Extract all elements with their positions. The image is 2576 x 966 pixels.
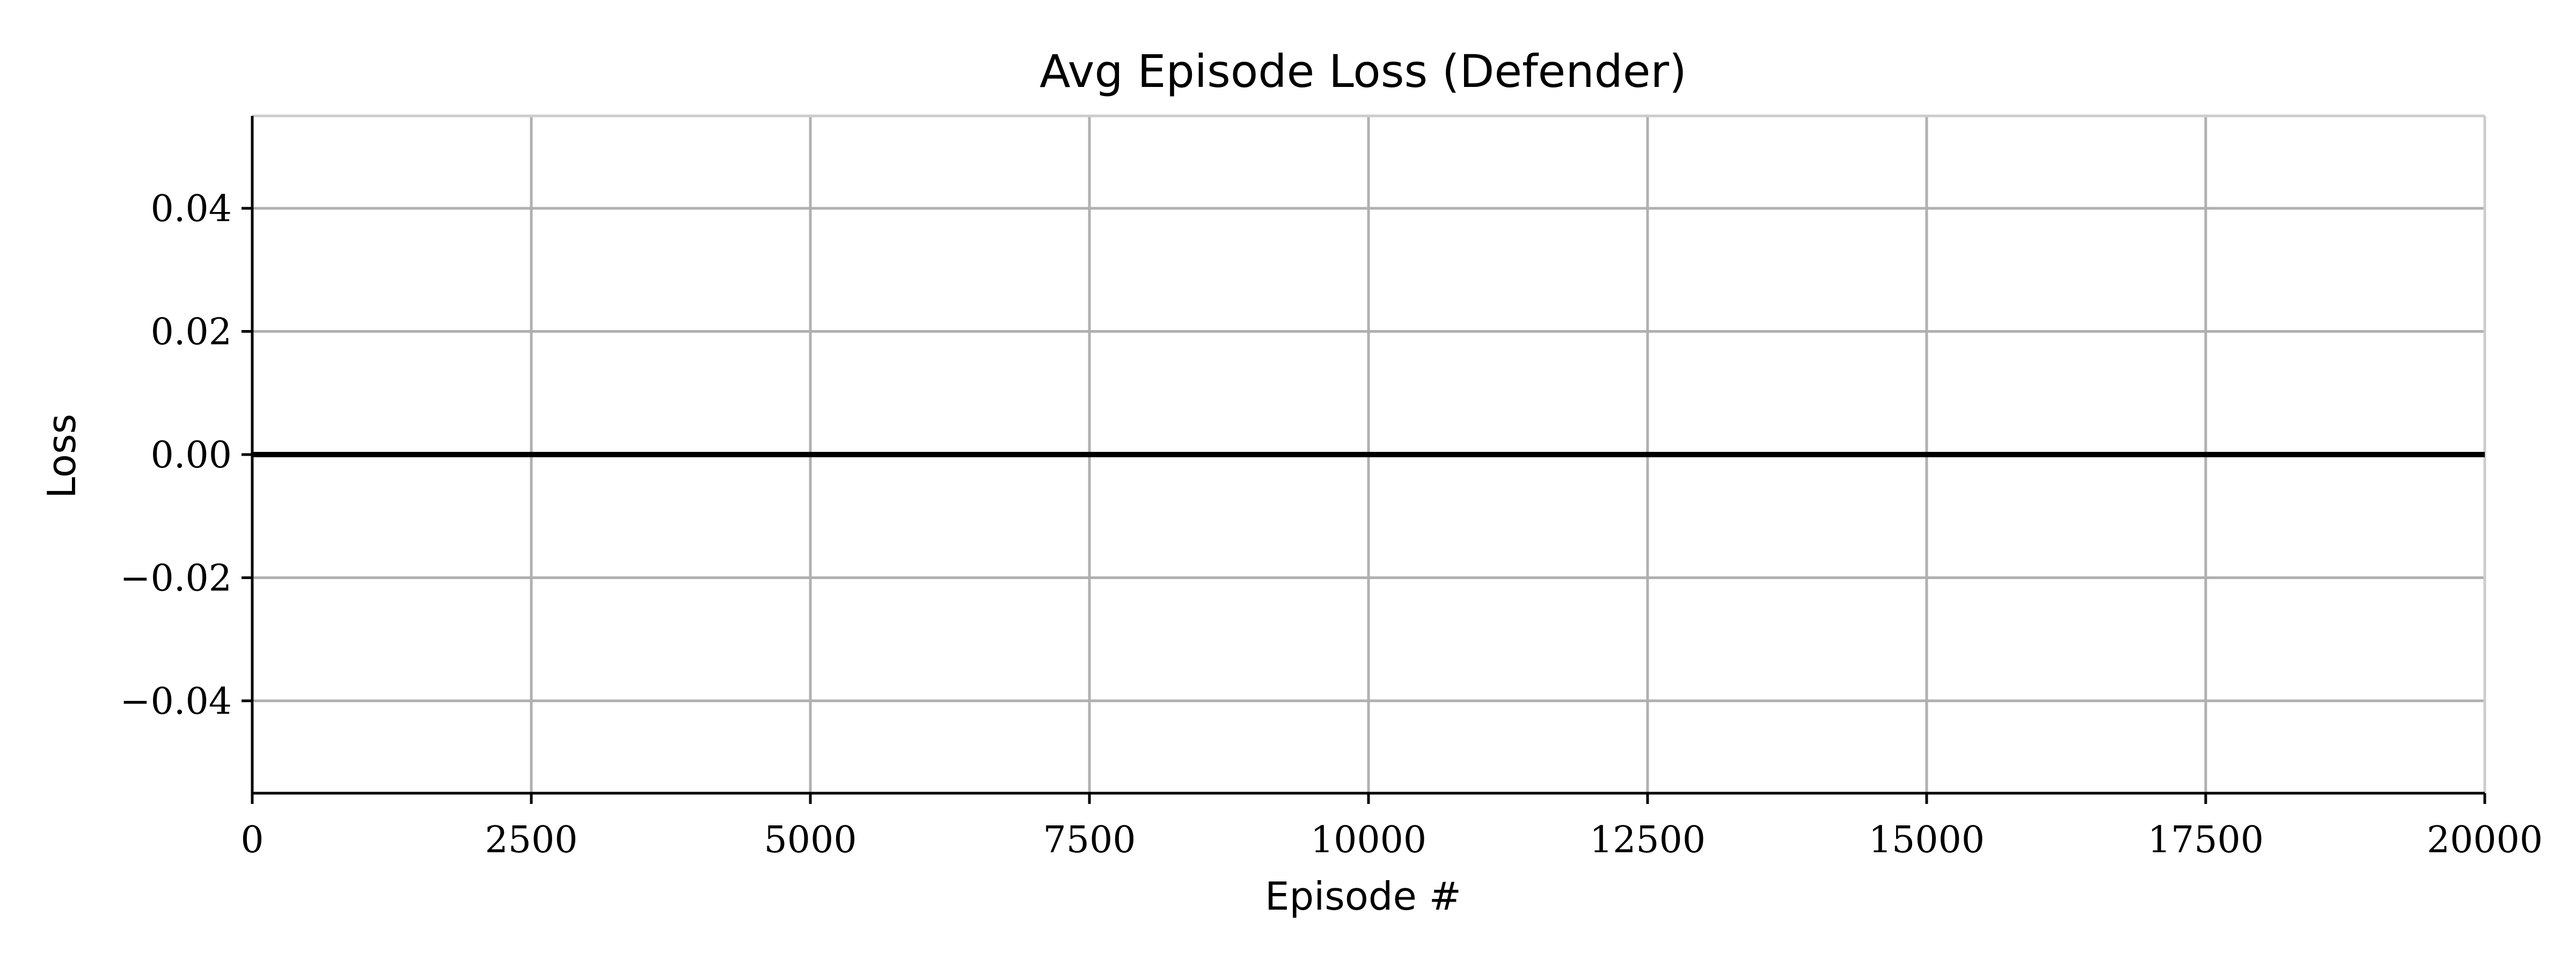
y-tick-label-3: −0.02: [120, 557, 232, 599]
y-tick-label-2: 0.00: [151, 434, 232, 477]
x-tick-label-4: 10000: [1311, 819, 1426, 861]
x-tick-label-7: 17500: [2148, 819, 2264, 861]
tick-marks: [241, 207, 2486, 804]
x-tick-label-6: 15000: [1869, 819, 1985, 861]
y-tick-label-0: 0.04: [151, 188, 232, 230]
y-tick-label-1: 0.02: [151, 311, 232, 354]
x-tick-label-1: 2500: [485, 819, 577, 861]
x-tick-label-0: 0: [240, 819, 264, 861]
y-tick-labels: 0.04 0.02 0.00 −0.02 −0.04: [120, 188, 232, 723]
x-tick-label-3: 7500: [1043, 819, 1136, 861]
x-tick-label-8: 20000: [2427, 819, 2543, 861]
y-axis-label: Loss: [39, 414, 84, 499]
x-tick-label-2: 5000: [764, 819, 857, 861]
x-tick-label-5: 12500: [1590, 819, 1706, 861]
chart-title: Avg Episode Loss (Defender): [1040, 45, 1687, 98]
x-axis-label: Episode #: [1265, 874, 1461, 919]
x-tick-labels: 0 2500 5000 7500 10000 12500 15000 17500 20000: [240, 819, 2543, 861]
y-tick-label-4: −0.04: [120, 680, 232, 723]
